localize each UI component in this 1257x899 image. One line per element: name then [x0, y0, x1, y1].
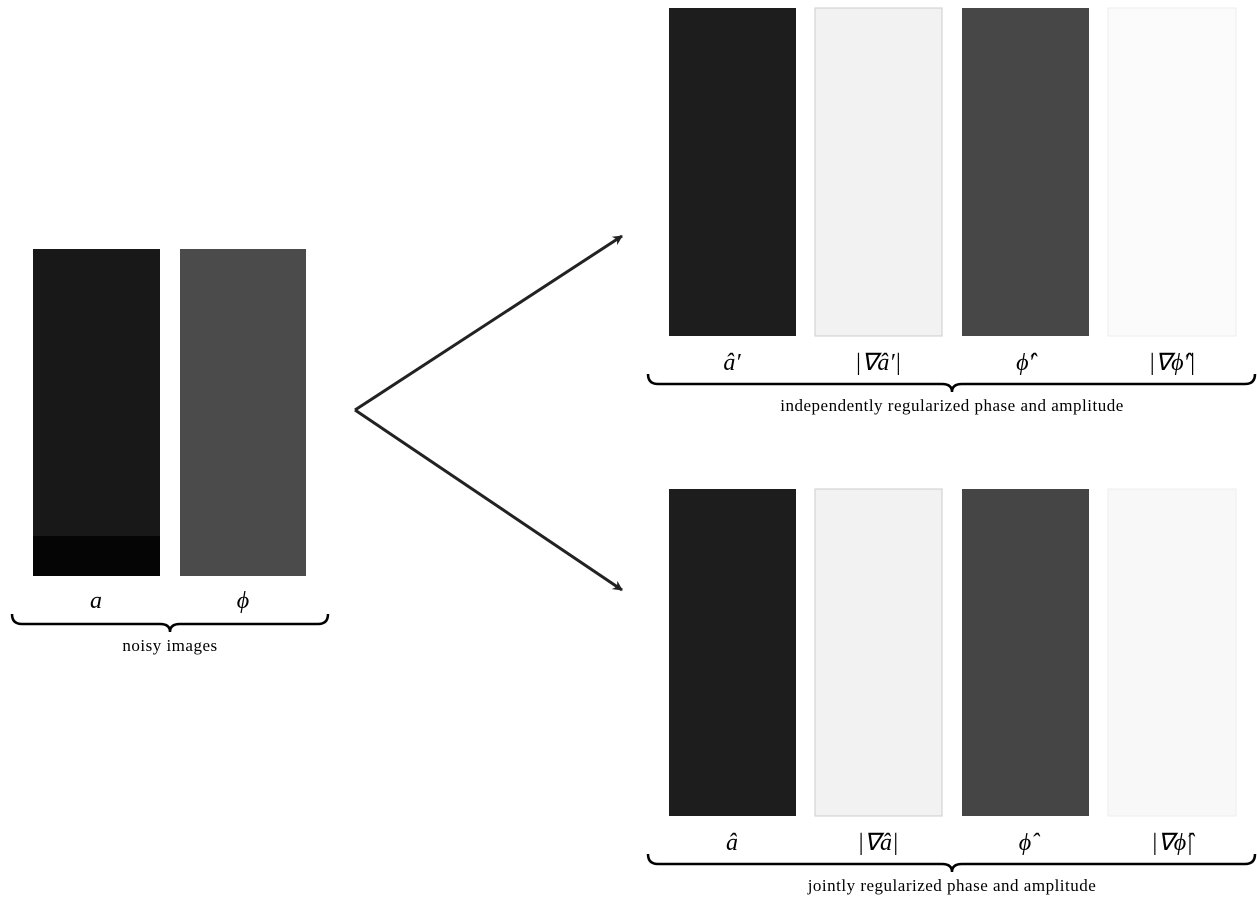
label: ϕ	[237, 588, 249, 614]
label: |∇â′|	[855, 350, 902, 376]
image-phase	[180, 249, 306, 576]
caption: jointly regularized phase and amplitude	[807, 876, 1097, 895]
arrow	[354, 408, 623, 592]
image-amplitude	[33, 249, 160, 576]
image	[1107, 7, 1237, 337]
caption: noisy images	[122, 636, 217, 655]
image	[669, 489, 796, 816]
label: |∇ϕ̂|	[1151, 830, 1195, 856]
image	[814, 488, 943, 817]
image	[1107, 488, 1237, 817]
image	[962, 8, 1089, 336]
image	[814, 7, 943, 337]
image-detail	[33, 536, 160, 576]
label: â	[726, 830, 738, 856]
label: â′	[723, 350, 741, 376]
brace	[10, 613, 330, 633]
label: ϕ̂	[1019, 830, 1040, 856]
caption: independently regularized phase and ampl…	[780, 396, 1124, 415]
image	[962, 489, 1089, 816]
label: |∇ϕ̂′|	[1149, 350, 1196, 376]
image	[669, 8, 796, 336]
label: a	[90, 588, 102, 614]
label: |∇â|	[857, 830, 898, 856]
brace	[646, 373, 1257, 393]
label: ϕ̂′	[1016, 350, 1037, 376]
brace	[646, 853, 1257, 873]
arrow	[354, 234, 623, 412]
